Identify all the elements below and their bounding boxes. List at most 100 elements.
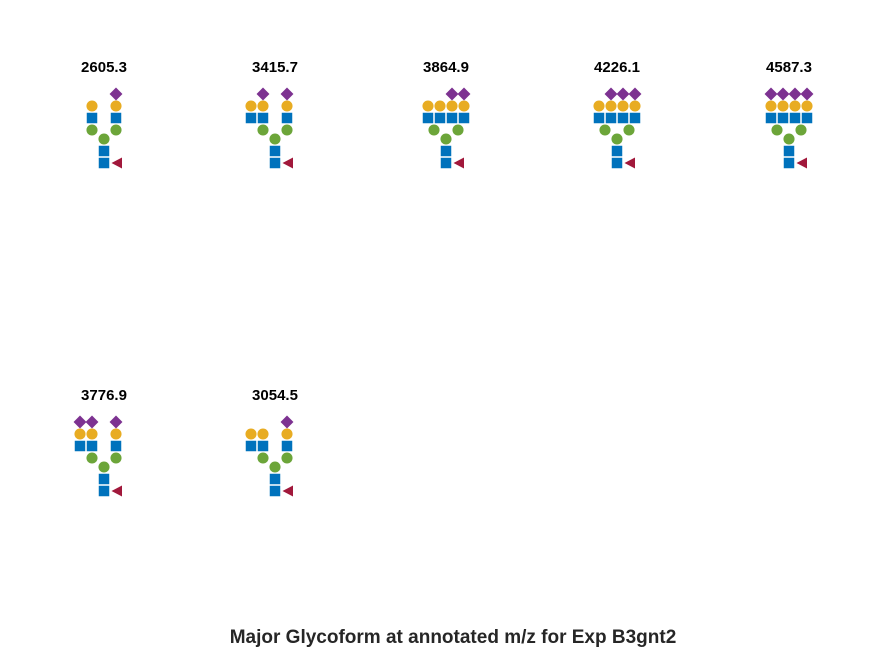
fucose-triangle	[111, 157, 122, 169]
galactose-circle	[257, 100, 269, 112]
glcnac-square	[440, 157, 452, 169]
mannose-circle	[452, 124, 464, 136]
glcnac-square	[434, 112, 446, 124]
galactose-circle	[245, 100, 257, 112]
galactose-circle	[458, 100, 470, 112]
galactose-circle	[245, 428, 257, 440]
glcnac-square	[245, 112, 257, 124]
glycan-1: 2605.3	[81, 59, 127, 169]
galactose-circle	[617, 100, 629, 112]
glcnac-square	[281, 440, 293, 452]
glcnac-square	[110, 112, 122, 124]
mannose-circle	[440, 133, 452, 145]
glcnac-square	[789, 112, 801, 124]
sialic-acid-diamond	[73, 415, 87, 429]
mz-label: 2605.3	[81, 59, 127, 76]
figure-title: Major Glycoform at annotated m/z for Exp…	[230, 627, 677, 648]
mannose-circle	[269, 461, 281, 473]
mannose-circle	[257, 452, 269, 464]
galactose-circle	[281, 100, 293, 112]
glcnac-square	[110, 440, 122, 452]
fucose-triangle	[111, 485, 122, 497]
glcnac-square	[98, 473, 110, 485]
sialic-acid-diamond	[280, 415, 294, 429]
galactose-circle	[74, 428, 86, 440]
glcnac-square	[98, 145, 110, 157]
glcnac-square	[269, 485, 281, 497]
fucose-triangle	[624, 157, 635, 169]
mannose-circle	[86, 124, 98, 136]
sialic-acid-diamond	[445, 87, 459, 101]
fucose-triangle	[282, 157, 293, 169]
glycan-2: 3415.7	[245, 59, 298, 169]
mz-label: 4587.3	[766, 59, 812, 76]
glcnac-square	[458, 112, 470, 124]
fucose-triangle	[796, 157, 807, 169]
glcnac-square	[783, 145, 795, 157]
glycan-6: 3776.9	[73, 387, 127, 497]
galactose-circle	[629, 100, 641, 112]
sialic-acid-diamond	[109, 87, 123, 101]
glcnac-square	[593, 112, 605, 124]
glcnac-square	[269, 157, 281, 169]
sialic-acid-diamond	[85, 415, 99, 429]
fucose-triangle	[453, 157, 464, 169]
glycan-5: 4587.3	[764, 59, 814, 169]
sialic-acid-diamond	[800, 87, 814, 101]
galactose-circle	[605, 100, 617, 112]
glycan-panels: 2605.3 3415.7 3864.9 4226.1 4587.3 3776.9 3054…	[73, 59, 814, 497]
mannose-circle	[623, 124, 635, 136]
mannose-circle	[110, 124, 122, 136]
glycan-7: 3054.5	[245, 387, 298, 497]
galactose-circle	[789, 100, 801, 112]
galactose-circle	[110, 100, 122, 112]
glcnac-square	[257, 440, 269, 452]
mannose-circle	[281, 124, 293, 136]
sialic-acid-diamond	[457, 87, 471, 101]
sialic-acid-diamond	[776, 87, 790, 101]
fucose-triangle	[282, 485, 293, 497]
glcnac-square	[245, 440, 257, 452]
glcnac-square	[269, 145, 281, 157]
glcnac-square	[611, 145, 623, 157]
mannose-circle	[428, 124, 440, 136]
galactose-circle	[446, 100, 458, 112]
glycan-4: 4226.1	[593, 59, 642, 169]
glcnac-square	[765, 112, 777, 124]
mz-label: 3864.9	[423, 59, 469, 76]
mannose-circle	[783, 133, 795, 145]
mz-label: 3054.5	[252, 387, 298, 404]
mannose-circle	[110, 452, 122, 464]
galactose-circle	[422, 100, 434, 112]
mannose-circle	[98, 133, 110, 145]
mannose-circle	[599, 124, 611, 136]
galactose-circle	[281, 428, 293, 440]
glcnac-square	[446, 112, 458, 124]
mz-label: 4226.1	[594, 59, 640, 76]
glcnac-square	[777, 112, 789, 124]
mz-label: 3415.7	[252, 59, 298, 76]
mannose-circle	[771, 124, 783, 136]
glcnac-square	[269, 473, 281, 485]
glcnac-square	[611, 157, 623, 169]
glcnac-square	[281, 112, 293, 124]
glcnac-square	[605, 112, 617, 124]
glcnac-square	[74, 440, 86, 452]
sialic-acid-diamond	[604, 87, 618, 101]
mannose-circle	[611, 133, 623, 145]
galactose-circle	[765, 100, 777, 112]
galactose-circle	[257, 428, 269, 440]
glcnac-square	[86, 112, 98, 124]
galactose-circle	[434, 100, 446, 112]
mannose-circle	[98, 461, 110, 473]
sialic-acid-diamond	[616, 87, 630, 101]
glcnac-square	[422, 112, 434, 124]
glcnac-square	[783, 157, 795, 169]
galactose-circle	[110, 428, 122, 440]
mannose-circle	[269, 133, 281, 145]
mannose-circle	[86, 452, 98, 464]
mannose-circle	[795, 124, 807, 136]
sialic-acid-diamond	[280, 87, 294, 101]
glcnac-square	[801, 112, 813, 124]
